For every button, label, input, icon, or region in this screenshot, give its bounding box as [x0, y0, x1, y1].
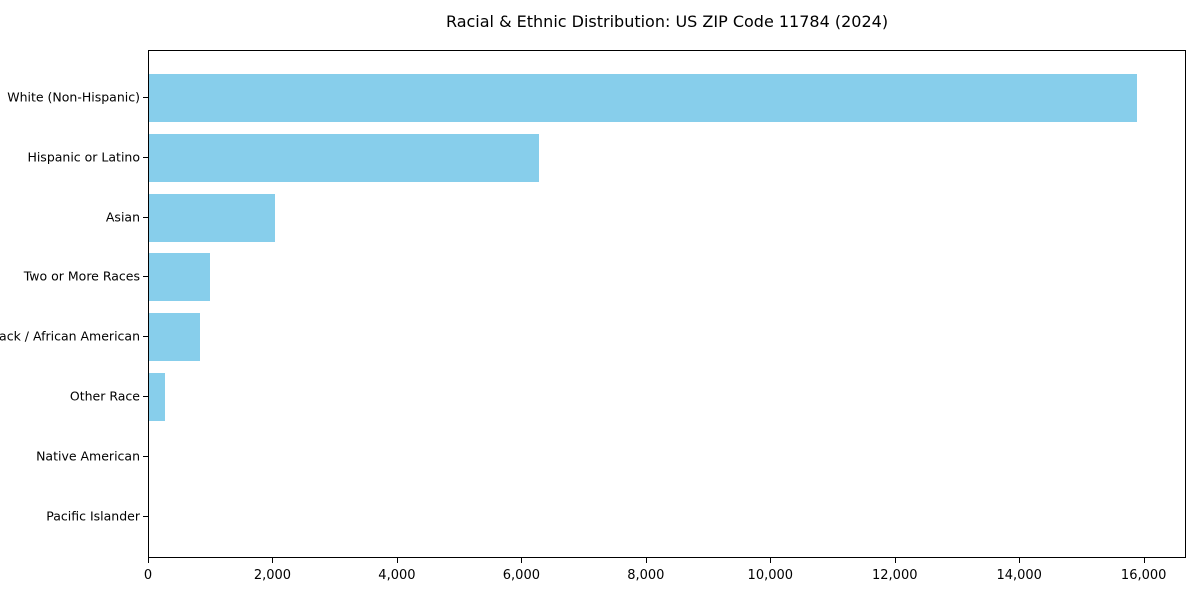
x-tick-mark	[148, 558, 149, 563]
x-tick-mark	[272, 558, 274, 563]
x-tick-mark	[645, 558, 647, 563]
x-tick-label-2-000: 2,000	[253, 568, 292, 583]
x-tick-mark	[521, 558, 523, 563]
bar-asian	[149, 193, 275, 242]
x-tick-label-10-000: 10,000	[747, 568, 794, 583]
bar-two-or-more-races	[149, 253, 210, 302]
y-tick-label-other-race: Other Race	[69, 388, 140, 404]
x-tick-label-12-000: 12,000	[872, 568, 918, 583]
y-tick-mark	[143, 515, 148, 517]
y-tick-label-white-non-hispanic: White (Non-Hispanic)	[7, 89, 140, 105]
y-tick-label-pacific-islander: Pacific Islander	[46, 508, 140, 524]
y-tick-label-native-american: Native American	[36, 448, 140, 464]
y-tick-mark	[143, 156, 148, 158]
x-tick-mark	[894, 558, 896, 563]
y-tick-label-hispanic-or-latino: Hispanic or Latino	[27, 149, 140, 165]
x-tick-mark	[396, 558, 398, 563]
x-tick-mark	[770, 558, 772, 563]
bar-other-race	[149, 373, 165, 421]
bar-hispanic-or-latino	[149, 133, 539, 182]
bar-black-african-american	[149, 313, 200, 362]
x-tick-mark	[1019, 558, 1021, 563]
x-tick-label-6-000: 6,000	[502, 568, 540, 583]
x-tick-mark	[1143, 558, 1145, 563]
x-tick-label-8-000: 8,000	[627, 568, 665, 583]
y-tick-mark	[143, 97, 148, 98]
x-tick-label-4-000: 4,000	[378, 568, 416, 583]
y-tick-mark	[143, 216, 148, 218]
x-tick-label-14-000: 14,000	[996, 568, 1042, 583]
y-tick-mark	[143, 455, 148, 457]
y-tick-mark	[143, 396, 148, 397]
bar-white-non-hispanic	[149, 74, 1137, 122]
x-tick-label-16-000: 16,000	[1120, 568, 1167, 583]
y-tick-mark	[143, 336, 148, 338]
plot-area	[148, 50, 1186, 558]
y-tick-label-asian: Asian	[105, 209, 140, 225]
y-tick-mark	[143, 276, 148, 278]
y-tick-label-black-african-american: Black / African American	[0, 328, 140, 344]
y-tick-label-two-or-more-races: Two or More Races	[23, 268, 140, 284]
chart-title: Racial & Ethnic Distribution: US ZIP Cod…	[445, 12, 889, 31]
x-tick-label-0: 0	[143, 568, 153, 583]
